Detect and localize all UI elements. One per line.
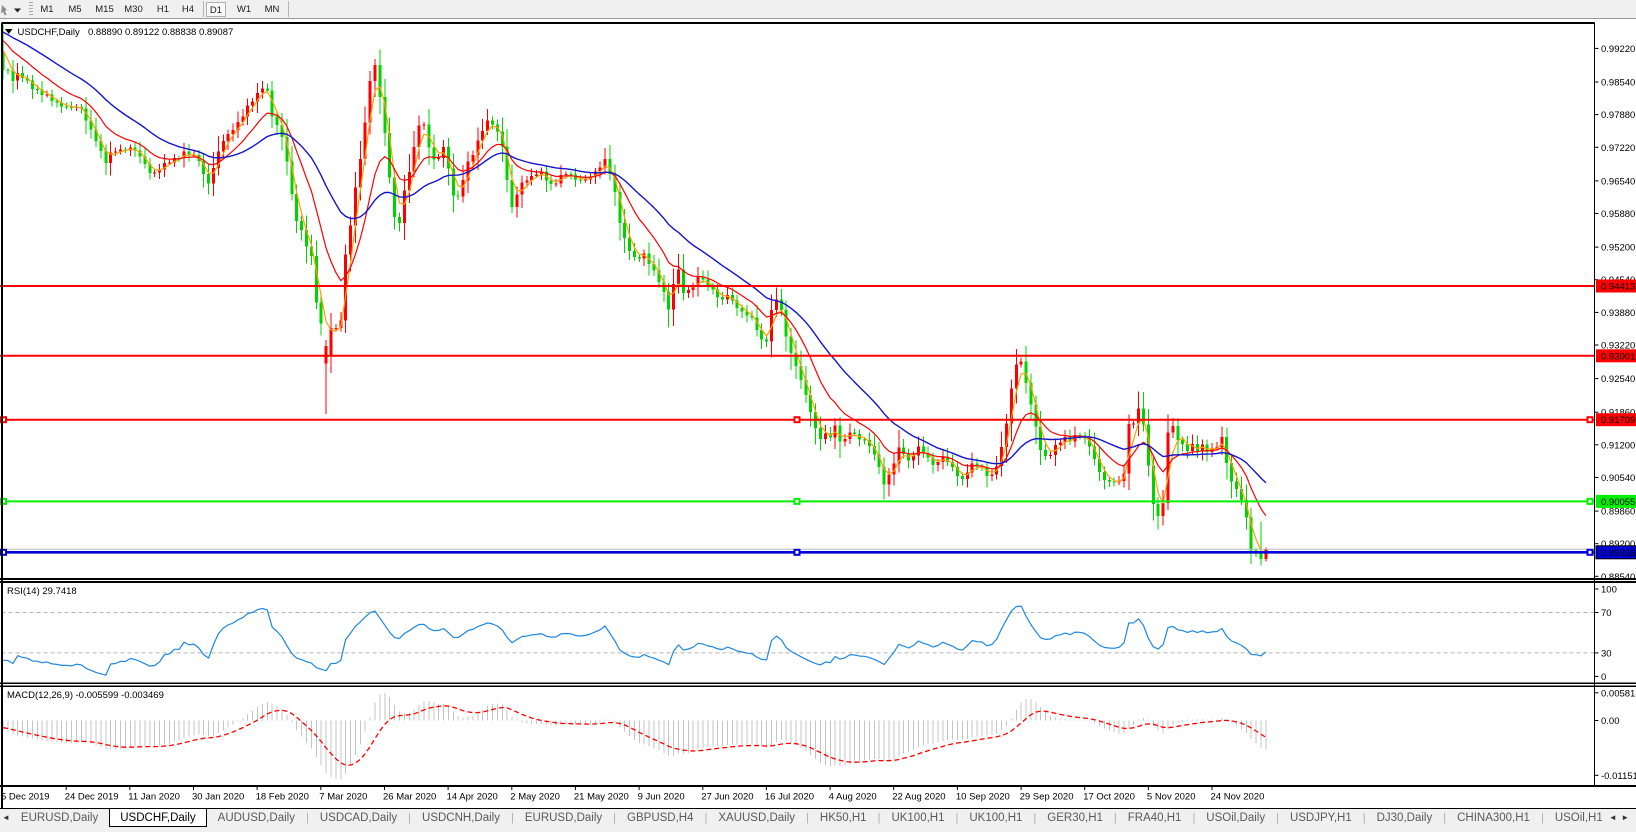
svg-text:0.88890 0.89122 0.88838 0.8908: 0.88890 0.89122 0.88838 0.89087	[88, 27, 233, 38]
svg-text:0.95200: 0.95200	[1601, 243, 1635, 254]
svg-text:0.89200: 0.89200	[1601, 539, 1635, 550]
svg-text:0.91709: 0.91709	[1601, 415, 1635, 426]
svg-text:22 Aug 2020: 22 Aug 2020	[892, 792, 945, 803]
svg-text:MACD(12,26,9) -0.005599 -0.003: MACD(12,26,9) -0.005599 -0.003469	[7, 690, 164, 701]
svg-text:0.93001: 0.93001	[1601, 351, 1635, 362]
svg-text:0.89026: 0.89026	[1601, 548, 1635, 559]
svg-text:26 Mar 2020: 26 Mar 2020	[383, 792, 436, 803]
svg-text:7 Mar 2020: 7 Mar 2020	[319, 792, 367, 803]
svg-text:0.93880: 0.93880	[1601, 308, 1635, 319]
svg-text:0.88540: 0.88540	[1601, 572, 1635, 583]
svg-text:0.91200: 0.91200	[1601, 440, 1635, 451]
svg-text:9 Jun 2020: 9 Jun 2020	[638, 792, 685, 803]
svg-text:21 May 2020: 21 May 2020	[574, 792, 629, 803]
svg-text:30: 30	[1601, 648, 1612, 659]
svg-text:14 Apr 2020: 14 Apr 2020	[447, 792, 498, 803]
svg-text:0.90540: 0.90540	[1601, 473, 1635, 484]
svg-text:0.00: 0.00	[1601, 716, 1620, 727]
svg-text:27 Jun 2020: 27 Jun 2020	[701, 792, 753, 803]
svg-text:0.98540: 0.98540	[1601, 78, 1635, 89]
svg-text:5 Dec 2019: 5 Dec 2019	[1, 792, 50, 803]
svg-text:0.96540: 0.96540	[1601, 176, 1635, 187]
svg-text:2 May 2020: 2 May 2020	[510, 792, 560, 803]
svg-text:16 Jul 2020: 16 Jul 2020	[765, 792, 814, 803]
svg-text:17 Oct 2020: 17 Oct 2020	[1083, 792, 1135, 803]
svg-text:0.005818: 0.005818	[1601, 688, 1636, 699]
svg-text:18 Feb 2020: 18 Feb 2020	[256, 792, 309, 803]
svg-text:0.97880: 0.97880	[1601, 110, 1635, 121]
svg-text:100: 100	[1601, 585, 1617, 596]
svg-text:USDCHF,Daily: USDCHF,Daily	[18, 27, 81, 38]
svg-text:0.89860: 0.89860	[1601, 507, 1635, 518]
svg-text:RSI(14) 29.7418: RSI(14) 29.7418	[7, 586, 77, 597]
svg-text:0.92540: 0.92540	[1601, 374, 1635, 385]
svg-text:0.99220: 0.99220	[1601, 44, 1635, 55]
svg-text:0.93220: 0.93220	[1601, 341, 1635, 352]
svg-text:0.90055: 0.90055	[1601, 497, 1635, 508]
svg-text:0.97220: 0.97220	[1601, 143, 1635, 154]
svg-text:-0.011514: -0.011514	[1601, 771, 1636, 782]
svg-text:24 Dec 2019: 24 Dec 2019	[65, 792, 119, 803]
svg-text:24 Nov 2020: 24 Nov 2020	[1211, 792, 1265, 803]
svg-text:10 Sep 2020: 10 Sep 2020	[956, 792, 1010, 803]
svg-text:5 Nov 2020: 5 Nov 2020	[1147, 792, 1196, 803]
svg-text:70: 70	[1601, 608, 1612, 619]
svg-text:29 Sep 2020: 29 Sep 2020	[1020, 792, 1074, 803]
svg-text:11 Jan 2020: 11 Jan 2020	[128, 792, 180, 803]
svg-text:0: 0	[1601, 672, 1606, 683]
svg-text:0.95880: 0.95880	[1601, 209, 1635, 220]
svg-text:4 Aug 2020: 4 Aug 2020	[829, 792, 877, 803]
svg-text:30 Jan 2020: 30 Jan 2020	[192, 792, 244, 803]
svg-text:0.94413: 0.94413	[1601, 282, 1635, 293]
